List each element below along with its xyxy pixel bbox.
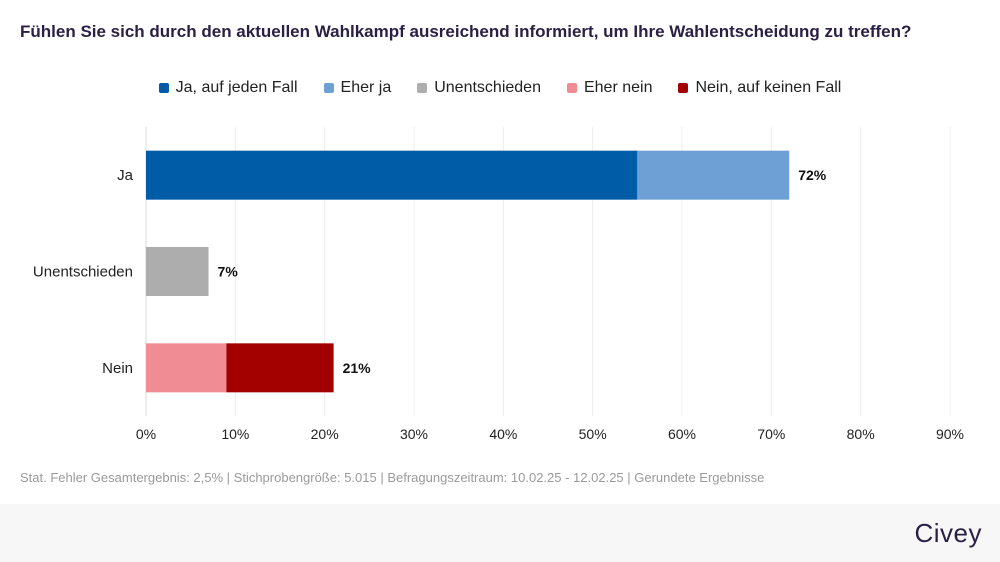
legend-item: Eher nein (566, 79, 653, 97)
chart-legend: Ja, auf jeden Fall Eher ja Unentschieden Eh… (0, 79, 1000, 97)
legend-swatch (158, 83, 169, 93)
legend-label: Eher nein (583, 79, 653, 96)
x-tick-label: 0% (136, 426, 156, 442)
legend-swatch (323, 83, 334, 93)
bar-total-label: 21% (343, 360, 372, 376)
legend-swatch (417, 83, 428, 93)
legend-item: Ja, auf jeden Fall (158, 79, 298, 97)
legend-label: Nein, auf keinen Fall (695, 79, 842, 96)
category-label: Nein (102, 360, 133, 377)
legend-label: Eher ja (340, 79, 392, 96)
legend-item: Eher ja (323, 79, 392, 97)
bar-total-label: 72% (798, 167, 827, 183)
x-tick-label: 30% (400, 426, 428, 442)
bar-segment (146, 150, 638, 200)
bar-total-label: 7% (218, 264, 239, 280)
bar-segment (637, 150, 790, 200)
x-tick-label: 20% (311, 426, 339, 442)
x-tick-label: 50% (579, 426, 607, 442)
legend-label: Ja, auf jeden Fall (175, 79, 298, 96)
legend-item: Unentschieden (417, 79, 541, 97)
legend-label: Unentschieden (434, 79, 541, 96)
brand-bar: Civey (0, 504, 1000, 562)
x-tick-label: 40% (489, 426, 517, 442)
bar-segment (146, 343, 227, 393)
x-tick-label: 10% (221, 426, 249, 442)
bar-segment (226, 343, 334, 393)
legend-swatch (678, 83, 689, 93)
x-tick-label: 90% (936, 426, 964, 442)
legend-swatch (566, 83, 577, 93)
bar-chart: 0% 10% 20% 30% 40% 50% 60% 70% 80% 90% Ja 72% Unents… (33, 127, 964, 442)
category-label: Ja (117, 167, 134, 184)
footer-note: Stat. Fehler Gesamtergebnis: 2,5% | Stic… (20, 470, 765, 485)
chart-title: Fühlen Sie sich durch den aktuellen Wahl… (20, 22, 912, 41)
x-tick-label: 80% (847, 426, 875, 442)
bar-segment (146, 247, 209, 296)
category-label: Unentschieden (33, 264, 133, 281)
x-tick-label: 60% (668, 426, 696, 442)
legend-item: Nein, auf keinen Fall (678, 79, 841, 97)
x-tick-label: 70% (757, 426, 785, 442)
civey-logo[interactable]: Civey (914, 518, 982, 548)
